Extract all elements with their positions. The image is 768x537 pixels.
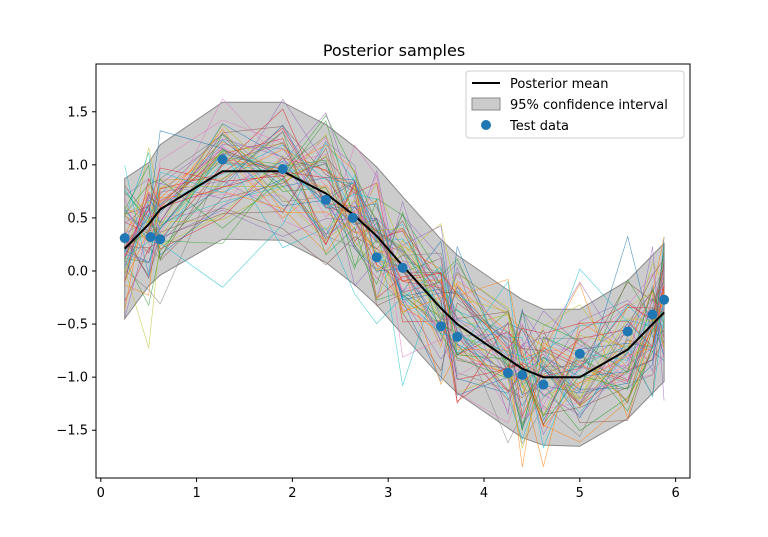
y-tick-label: −0.5 — [56, 318, 88, 333]
x-tick-label: 0 — [97, 486, 105, 501]
test-data-point — [435, 321, 446, 332]
posterior-sample-line — [124, 98, 665, 415]
posterior-sample-line — [124, 156, 665, 432]
test-data-point — [647, 309, 658, 320]
plot-area — [119, 98, 670, 468]
posterior-sample-line — [124, 142, 665, 414]
posterior-sample-line — [124, 207, 665, 424]
test-data-point — [320, 194, 331, 205]
posterior-sample-line — [124, 98, 665, 410]
x-tick-label: 5 — [576, 486, 584, 501]
test-data-point — [517, 370, 528, 380]
legend-test-label: Test data — [509, 119, 569, 134]
legend-test-marker — [481, 120, 491, 130]
posterior-sample-line — [124, 159, 665, 417]
test-data-point — [659, 294, 670, 305]
x-tick-label: 2 — [288, 486, 296, 501]
test-data-point — [277, 164, 288, 175]
y-tick-label: 1.0 — [67, 158, 88, 173]
posterior-sample-line — [124, 160, 665, 386]
posterior-sample-line — [124, 126, 665, 415]
posterior-sample-line — [124, 135, 665, 399]
test-data-point — [155, 234, 166, 245]
posterior-sample-line — [124, 157, 665, 406]
posterior-sample-line — [124, 191, 665, 468]
posterior-sample-line — [124, 185, 665, 417]
test-data-point — [347, 212, 358, 223]
test-data-point — [622, 326, 633, 337]
y-tick-label: −1.0 — [56, 371, 88, 386]
test-data-point — [145, 232, 156, 242]
test-data-point — [217, 154, 228, 165]
y-tick-label: 1.5 — [67, 105, 88, 120]
test-data-point — [574, 348, 585, 359]
posterior-mean-line — [123, 170, 665, 379]
posterior-sample-line — [124, 143, 665, 390]
y-tick-label: 0.5 — [67, 211, 88, 226]
test-data-point — [503, 367, 513, 378]
y-tick-label: 0.0 — [67, 265, 88, 280]
legend: Posterior mean 95% confidence interval T… — [465, 70, 685, 139]
test-data-point — [371, 252, 382, 263]
posterior-sample-line — [124, 167, 665, 427]
x-tick-label: 6 — [671, 486, 679, 501]
posterior-sample-line — [124, 147, 665, 372]
posterior-sample-line — [124, 150, 665, 398]
legend-box — [465, 70, 685, 139]
legend-mean-label: Posterior mean — [510, 77, 608, 92]
legend-ci-swatch — [471, 97, 501, 111]
test-data-point — [452, 331, 463, 342]
test-data-point — [538, 379, 549, 390]
test-data-point — [397, 262, 408, 273]
posterior-sample-line — [124, 209, 665, 416]
axes: 0 1 2 3 4 5 6 −1.5 −1.0 −0.5 0.0 0.5 1.0 1.5 — [56, 63, 691, 501]
posterior-sample-line — [124, 171, 665, 350]
x-tick-label: 3 — [384, 486, 392, 501]
posterior-sample-line — [124, 144, 665, 419]
legend-ci-label: 95% confidence interval — [510, 98, 668, 113]
posterior-sample-line — [124, 149, 665, 449]
posterior-sample-line — [124, 138, 665, 381]
posterior-sample-line — [124, 124, 665, 400]
posterior-sample-line — [124, 133, 665, 444]
posterior-sample-line — [124, 152, 665, 420]
test-data-point — [119, 233, 130, 244]
posterior-sample-line — [124, 131, 665, 427]
x-tick-label: 4 — [480, 486, 488, 501]
posterior-sample-line — [124, 150, 665, 445]
y-tick-label: −1.5 — [56, 424, 88, 439]
chart-title: Posterior samples — [323, 41, 465, 60]
posterior-sample-line — [124, 120, 665, 373]
posterior-sample-line — [124, 119, 665, 412]
posterior-sample-line — [124, 178, 665, 422]
posterior-sample-line — [124, 140, 665, 429]
x-tick-label: 1 — [192, 486, 200, 501]
posterior-sample-line — [124, 130, 665, 394]
